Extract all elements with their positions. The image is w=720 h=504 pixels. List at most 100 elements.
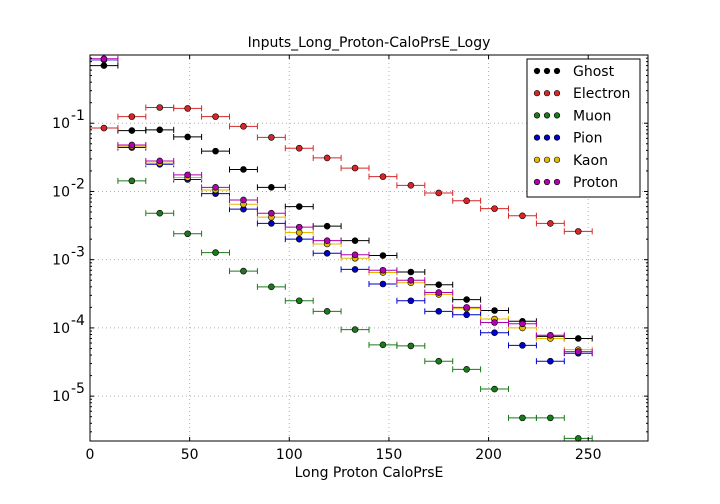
y-tick-base: 10 bbox=[52, 184, 70, 200]
y-tick-label: 10 bbox=[52, 389, 70, 405]
data-point bbox=[435, 281, 443, 288]
x-tick-label: 0 bbox=[86, 447, 95, 463]
x-tick-label: 50 bbox=[181, 447, 199, 463]
y-tick-exponent: -5 bbox=[71, 381, 85, 397]
data-point bbox=[407, 182, 415, 189]
data-point bbox=[323, 237, 331, 244]
data-point bbox=[519, 414, 526, 422]
data-point bbox=[435, 357, 443, 365]
data-point bbox=[491, 205, 498, 212]
x-axis-label: Long Proton CaloPrsE bbox=[295, 465, 444, 481]
legend-marker bbox=[533, 156, 541, 163]
data-point bbox=[212, 113, 219, 120]
legend-marker bbox=[533, 134, 541, 141]
data-point bbox=[268, 209, 275, 217]
data-point bbox=[240, 166, 247, 173]
data-point bbox=[240, 267, 247, 275]
y-tick-exponent: -2 bbox=[71, 176, 85, 192]
legend-marker bbox=[553, 90, 561, 97]
series-layer bbox=[89, 55, 593, 442]
legend-label: Proton bbox=[573, 175, 618, 191]
data-point bbox=[212, 184, 219, 191]
legend-marker bbox=[543, 178, 551, 186]
data-point bbox=[156, 209, 164, 217]
y-tick-label: 10 bbox=[52, 184, 70, 200]
chart-title: Inputs_Long_Proton-CaloPrsE_Logy bbox=[248, 35, 491, 51]
data-point bbox=[547, 220, 554, 227]
y-tick-base: 10 bbox=[52, 116, 70, 132]
series-muon bbox=[117, 177, 593, 442]
data-point bbox=[184, 133, 191, 141]
series-electron bbox=[89, 104, 593, 235]
data-point bbox=[295, 144, 303, 152]
data-point bbox=[407, 342, 415, 350]
y-tick-exponent: -1 bbox=[71, 108, 85, 124]
legend: Ghost Electron Muon Pion Kaon Proton bbox=[526, 58, 641, 198]
data-point bbox=[491, 329, 498, 337]
data-point bbox=[435, 289, 443, 296]
y-tick-label: 10 bbox=[52, 116, 70, 132]
data-point bbox=[240, 196, 247, 204]
legend-label: Ghost bbox=[573, 64, 615, 80]
series-kaon bbox=[89, 56, 593, 353]
data-point bbox=[295, 203, 303, 210]
series-ghost bbox=[89, 62, 593, 342]
data-point bbox=[463, 311, 470, 319]
data-point bbox=[323, 250, 331, 257]
data-point bbox=[323, 154, 331, 162]
data-point bbox=[351, 326, 359, 333]
legend-marker bbox=[533, 90, 541, 97]
data-point bbox=[295, 223, 303, 231]
plot-frame bbox=[89, 54, 649, 442]
data-point bbox=[463, 366, 470, 373]
legend-label: Pion bbox=[573, 131, 602, 147]
legend-marker bbox=[553, 134, 561, 141]
data-point bbox=[156, 126, 164, 134]
legend-marker bbox=[543, 90, 551, 97]
data-point bbox=[100, 124, 108, 132]
data-point bbox=[463, 197, 470, 205]
y-tick-base: 10 bbox=[52, 253, 70, 269]
data-point bbox=[519, 342, 526, 349]
x-tick-label: 200 bbox=[475, 447, 502, 463]
x-tick-label: 150 bbox=[376, 447, 403, 463]
data-point bbox=[547, 331, 554, 339]
data-point bbox=[463, 296, 470, 303]
data-point bbox=[268, 134, 275, 141]
legend-marker bbox=[543, 67, 551, 75]
data-point bbox=[407, 276, 415, 284]
y-tick-exponent: -4 bbox=[71, 313, 85, 329]
data-point bbox=[212, 249, 219, 256]
data-point bbox=[100, 55, 108, 63]
data-point bbox=[407, 268, 415, 276]
data-point bbox=[323, 222, 331, 230]
data-point bbox=[268, 283, 275, 291]
data-point bbox=[574, 228, 582, 235]
data-point bbox=[379, 173, 387, 180]
data-point bbox=[212, 147, 219, 155]
data-point bbox=[184, 105, 191, 112]
data-point bbox=[128, 113, 136, 120]
data-point bbox=[519, 212, 526, 220]
series-pion bbox=[89, 56, 593, 365]
data-point bbox=[128, 127, 136, 134]
data-point bbox=[268, 184, 275, 191]
data-point bbox=[379, 252, 387, 259]
y-tick-label: 10 bbox=[52, 253, 70, 269]
data-point bbox=[184, 230, 191, 238]
data-point bbox=[295, 229, 303, 236]
legend-label: Muon bbox=[573, 108, 611, 124]
legend-marker bbox=[533, 112, 541, 119]
data-point bbox=[491, 319, 498, 326]
legend-marker bbox=[543, 156, 551, 163]
legend-label: Electron bbox=[573, 86, 630, 102]
data-point bbox=[184, 171, 191, 179]
data-point bbox=[351, 266, 359, 273]
legend-marker bbox=[553, 178, 561, 186]
data-point bbox=[379, 266, 387, 274]
data-point bbox=[491, 307, 498, 314]
legend-marker bbox=[553, 156, 561, 163]
legend-box bbox=[526, 58, 641, 198]
data-point bbox=[128, 141, 136, 149]
